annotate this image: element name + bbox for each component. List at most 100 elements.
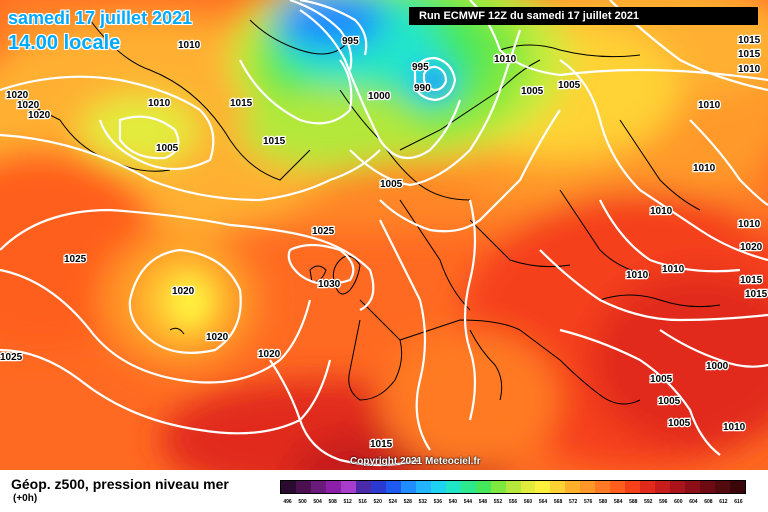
iso-label: 1005 xyxy=(650,374,673,385)
forecast-date: samedi 17 juillet 2021 xyxy=(8,8,193,28)
legend-title: Géop. z500, pression niveau mer xyxy=(11,476,229,492)
isobar-1005-west xyxy=(118,115,180,160)
color-scale-tick: 536 xyxy=(433,499,442,505)
isobar-1020-south xyxy=(269,359,421,467)
color-scale-tick: 572 xyxy=(568,499,578,505)
isobar-1025-a xyxy=(0,208,375,311)
iso-label: 1020 xyxy=(17,100,40,111)
isobar-1010-ne xyxy=(469,0,768,82)
color-scale-tick: 500 xyxy=(298,499,307,505)
color-scale-tick: 616 xyxy=(734,499,743,505)
color-scale-tick: 520 xyxy=(373,499,382,505)
isobar-1010-g xyxy=(599,199,741,273)
color-scale-cell xyxy=(535,481,551,493)
isobar-995-ring xyxy=(413,56,457,102)
color-scale-tick: 552 xyxy=(493,499,503,505)
color-scale-cell xyxy=(475,481,491,493)
isobar-1010-c xyxy=(379,109,561,233)
color-scale-tick: 564 xyxy=(538,499,548,505)
iso-label: 1015 xyxy=(370,439,393,450)
color-scale-ticks: 496 500 504 508 512 516 520 524 528 532 536 540 544 5… xyxy=(280,497,746,507)
isobar-1030 xyxy=(287,243,355,286)
isobar-1015-e xyxy=(463,199,477,421)
iso-label: 995 xyxy=(412,62,429,73)
color-scale-tick: 512 xyxy=(343,499,352,505)
color-scale-tick: 576 xyxy=(583,499,593,505)
color-scale-cell xyxy=(325,481,341,493)
isobar-1015-b xyxy=(239,59,353,125)
color-scale-tick: 592 xyxy=(644,499,653,505)
color-scale-cell xyxy=(505,481,521,493)
color-scale-cell xyxy=(610,481,626,493)
iso-label: 995 xyxy=(342,36,359,47)
color-scale-cell xyxy=(430,481,446,493)
iso-label: 1010 xyxy=(738,219,761,230)
isobars xyxy=(0,0,768,467)
iso-label: 1005 xyxy=(558,80,581,91)
iso-label: 1020 xyxy=(740,242,763,253)
isobar-1000 xyxy=(299,9,462,160)
color-scale-cell xyxy=(355,481,371,493)
isobar-1025-c xyxy=(0,348,332,435)
forecast-time: 14.00 locale xyxy=(8,32,121,54)
color-scale-tick: 556 xyxy=(508,499,518,505)
iso-label: 1005 xyxy=(521,86,544,97)
map-canvas: 1010 1020 1020 1020 1010 1005 1015 1015 … xyxy=(0,0,768,470)
iso-label: 1030 xyxy=(318,279,341,290)
iso-label: 1010 xyxy=(650,206,673,217)
color-scale-tick: 548 xyxy=(478,499,488,505)
color-scale-cell xyxy=(400,481,416,493)
iso-label: 1020 xyxy=(6,90,29,101)
color-scale-tick: 532 xyxy=(418,499,427,505)
iso-label: 1015 xyxy=(263,136,286,147)
iso-label: 1010 xyxy=(178,40,201,51)
color-scale-cell xyxy=(625,481,641,493)
iso-label: 1010 xyxy=(693,163,716,174)
color-scale-cell xyxy=(730,481,746,493)
color-scale-cell xyxy=(580,481,596,493)
color-scale-cell xyxy=(550,481,566,493)
isobar-1000-b xyxy=(659,329,768,368)
isobar-1020-core xyxy=(128,248,242,354)
color-scale-cell xyxy=(310,481,326,493)
color-scale-cell xyxy=(640,481,656,493)
color-scale-tick: 496 xyxy=(283,499,292,505)
isobar-1010-e xyxy=(689,119,768,206)
legend-subtitle: (+0h) xyxy=(13,493,38,504)
color-scale-cell xyxy=(565,481,581,493)
color-scale-tick: 504 xyxy=(313,499,322,505)
color-scale-tick: 524 xyxy=(388,499,397,505)
isobar-990-a xyxy=(299,0,368,56)
color-scale-cell xyxy=(670,481,686,493)
color-scale-bar xyxy=(280,480,746,494)
color-scale-cell xyxy=(281,481,296,493)
color-scale-tick: 604 xyxy=(689,499,698,505)
color-scale-tick: 540 xyxy=(448,499,458,505)
color-scale-cell xyxy=(595,481,611,493)
isobar-1015-north xyxy=(0,133,381,202)
iso-label: 1015 xyxy=(740,275,763,286)
color-scale-cell xyxy=(415,481,431,493)
color-scale-tick: 560 xyxy=(523,499,533,505)
isobar-1010-h xyxy=(539,249,768,322)
isobar-1010-west xyxy=(0,75,215,171)
iso-label: 1010 xyxy=(738,64,761,75)
color-scale-cell xyxy=(520,481,536,493)
isobar-labels: 1010 1020 1020 1020 1010 1005 1015 1015 … xyxy=(0,34,768,452)
iso-label: 1020 xyxy=(172,286,195,297)
color-scale-tick: 596 xyxy=(659,499,668,505)
isobar-1020-d xyxy=(0,268,312,384)
color-scale-tick: 600 xyxy=(674,499,683,505)
iso-label: 1005 xyxy=(380,179,403,190)
isobar-1005-e xyxy=(559,328,721,456)
color-scale-cell xyxy=(655,481,671,493)
color-scale-tick: 544 xyxy=(463,499,473,505)
iso-label: 1000 xyxy=(706,361,729,372)
color-scale-tick: 612 xyxy=(719,499,728,505)
iso-label: 1015 xyxy=(738,35,761,46)
iso-label: 1010 xyxy=(148,98,171,109)
iso-label: 1020 xyxy=(258,349,281,360)
iso-label: 1025 xyxy=(0,352,23,363)
iso-label: 1015 xyxy=(738,49,761,60)
